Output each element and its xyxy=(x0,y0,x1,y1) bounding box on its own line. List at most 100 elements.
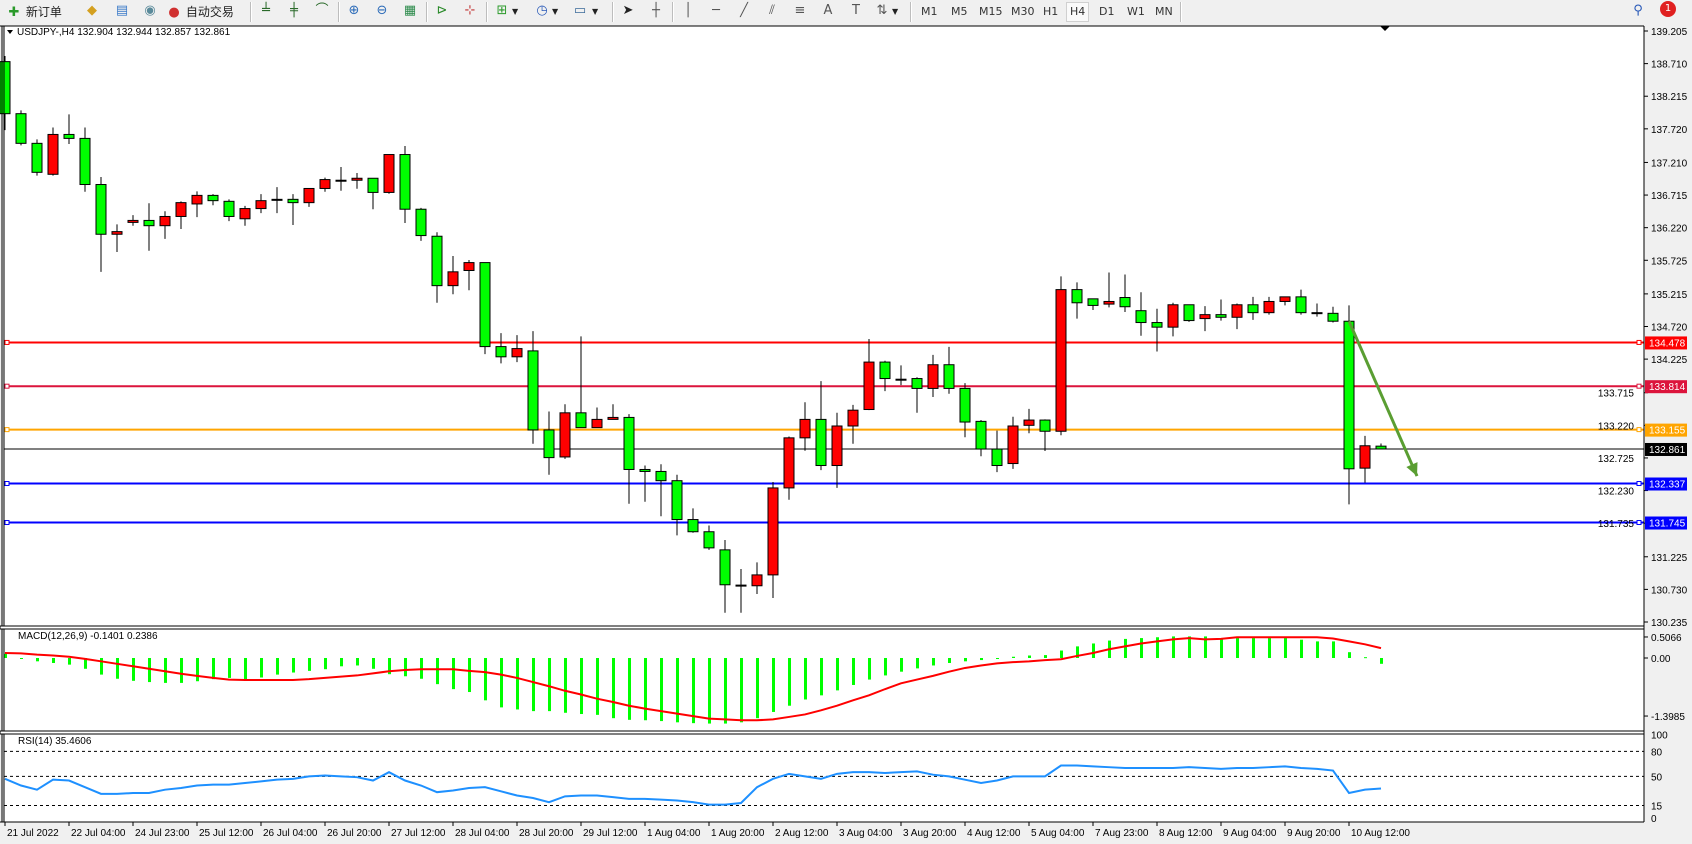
vertical-line-icon[interactable]: │ xyxy=(684,3,692,18)
market-watch-icon[interactable]: ▤ xyxy=(115,3,129,18)
search-icon[interactable]: ⚲ xyxy=(1633,3,1643,18)
signal-icon[interactable]: ◉ xyxy=(144,3,156,18)
candle-body xyxy=(783,437,795,489)
macd-histogram-bar xyxy=(644,658,647,721)
equidistant-channel-icon[interactable]: ⫽ xyxy=(769,3,775,18)
trendline-icon[interactable]: ╱ xyxy=(740,3,748,18)
price-tick-label: 135.215 xyxy=(1651,290,1688,301)
candle-body xyxy=(31,142,43,173)
chevron-down-icon[interactable]: ▼ xyxy=(552,7,559,16)
candle xyxy=(271,187,283,214)
candle-body xyxy=(1119,297,1131,308)
macd-histogram-bar xyxy=(868,658,871,680)
candle xyxy=(1151,308,1163,352)
autoscroll-icon[interactable]: ⊹ xyxy=(464,3,476,18)
candlestick-icon[interactable]: ╪ xyxy=(290,3,298,18)
notification-badge[interactable]: 1 xyxy=(1660,1,1676,17)
arrows-icon[interactable]: ⇅ xyxy=(876,3,888,18)
candle xyxy=(799,402,811,451)
timeframe-d1[interactable]: D1 xyxy=(1099,5,1115,18)
candle xyxy=(1375,443,1387,450)
price-tick-label: 132.725 xyxy=(1598,454,1635,465)
candle-body xyxy=(175,202,187,217)
chevron-down-icon[interactable]: ▼ xyxy=(512,7,519,16)
auto-trading-button[interactable]: ● 自动交易 xyxy=(166,3,234,21)
tile-windows-icon[interactable]: ▦ xyxy=(403,3,417,18)
macd-histogram-bar xyxy=(788,658,791,706)
candle-body xyxy=(623,416,635,470)
candle-body xyxy=(1311,312,1323,315)
timeframe-h4[interactable]: H4 xyxy=(1066,2,1090,22)
zoom-in-icon[interactable]: ⊕ xyxy=(348,3,360,18)
timeframe-mn[interactable]: MN xyxy=(1155,5,1173,18)
line-chart-icon[interactable]: ⌒ xyxy=(315,3,329,18)
candle-body xyxy=(943,364,955,389)
candle xyxy=(1295,289,1307,315)
timeframe-m30[interactable]: M30 xyxy=(1011,5,1035,18)
candle-body xyxy=(991,448,1003,467)
macd-histogram-bar xyxy=(932,658,935,666)
level-price-badge xyxy=(1645,477,1687,491)
macd-histogram-bar xyxy=(804,658,807,700)
macd-histogram-bar xyxy=(196,658,199,682)
timeframe-h1[interactable]: H1 xyxy=(1043,5,1059,18)
timeframe-m1[interactable]: M1 xyxy=(921,5,938,18)
candle xyxy=(1183,304,1195,322)
macd-histogram-bar xyxy=(276,658,279,675)
macd-histogram-bar xyxy=(1332,641,1335,658)
macd-histogram-bar xyxy=(1252,638,1255,658)
macd-histogram-bar xyxy=(1204,636,1207,658)
periods-icon[interactable]: ◷ xyxy=(536,3,548,18)
crosshair-icon[interactable]: ┼ xyxy=(652,3,660,18)
timeframe-m5[interactable]: M5 xyxy=(951,5,968,18)
chart-menu-triangle-icon[interactable] xyxy=(7,30,13,34)
chart-window[interactable]: 139.205 138.710 138.215 137.720 137.210 136.7… xyxy=(0,24,1692,844)
candle-body xyxy=(911,378,923,389)
candle-body xyxy=(1135,310,1147,324)
macd-signal-line xyxy=(4,636,1382,722)
candle-body xyxy=(927,364,939,389)
candle-body xyxy=(975,420,987,450)
candle-body xyxy=(431,235,443,287)
candle-body xyxy=(655,470,667,482)
candle xyxy=(479,262,491,355)
gold-bars-icon[interactable]: ◆ xyxy=(87,3,97,18)
indicators-icon[interactable]: ⊞ xyxy=(496,3,508,18)
candle-body xyxy=(191,194,203,205)
time-tick-label: 3 Aug 04:00 xyxy=(839,828,893,839)
text-icon[interactable]: A xyxy=(823,3,833,18)
candle-body xyxy=(415,208,427,237)
candle-body xyxy=(1327,312,1339,322)
macd-histogram-bar xyxy=(1092,643,1095,658)
level-anchor-handle xyxy=(4,520,10,526)
macd-histogram-bar xyxy=(228,658,231,678)
chevron-down-icon[interactable]: ▼ xyxy=(592,7,599,16)
macd-histogram-bar xyxy=(1284,638,1287,658)
chart-shift-icon[interactable]: ⊳ xyxy=(436,3,448,18)
price-tick-label: 138.215 xyxy=(1651,92,1688,103)
timeframe-w1[interactable]: W1 xyxy=(1127,5,1145,18)
candle-body xyxy=(159,215,171,227)
fibonacci-icon[interactable]: ≡ xyxy=(794,3,806,18)
candle-body xyxy=(1247,304,1259,314)
macd-histogram-bar xyxy=(36,658,39,662)
candle-body xyxy=(767,487,779,576)
candle xyxy=(175,201,187,229)
cursor-icon[interactable]: ➤ xyxy=(622,3,634,18)
macd-histogram-bar xyxy=(852,658,855,685)
text-label-icon[interactable]: T xyxy=(852,3,860,18)
candle xyxy=(79,127,91,192)
bar-chart-icon[interactable]: ╧ xyxy=(262,3,270,18)
timeframe-m15[interactable]: M15 xyxy=(979,5,1003,18)
level-anchor-handle xyxy=(1636,520,1642,526)
candle xyxy=(511,335,523,363)
candle-body xyxy=(351,177,363,181)
time-tick-label: 27 Jul 12:00 xyxy=(391,828,446,839)
horizontal-line-icon[interactable]: ─ xyxy=(712,3,720,18)
zoom-out-icon[interactable]: ⊖ xyxy=(376,3,388,18)
templates-icon[interactable]: ▭ xyxy=(573,3,587,18)
candle xyxy=(895,365,907,386)
new-order-button[interactable]: ✚ 新订单 xyxy=(6,3,62,21)
chevron-down-icon[interactable]: ▼ xyxy=(892,7,899,16)
chart-shift-marker-icon[interactable] xyxy=(1380,26,1390,31)
